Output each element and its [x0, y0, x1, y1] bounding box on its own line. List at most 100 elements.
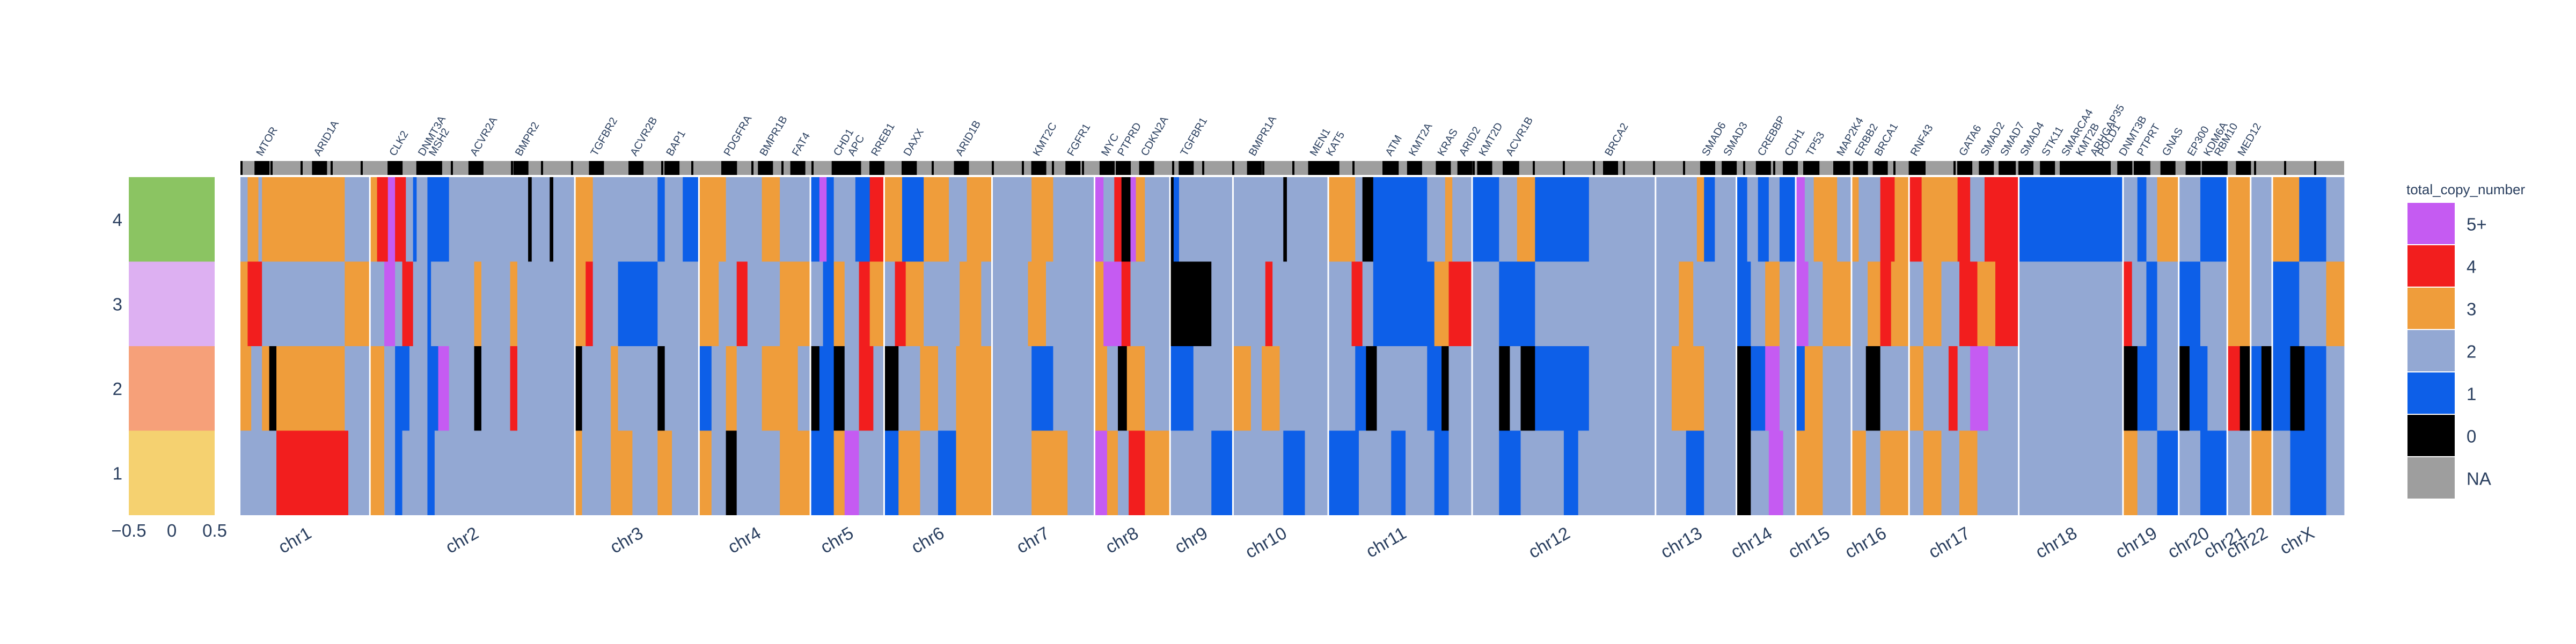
heatmap-cell — [1377, 346, 1428, 431]
heatmap-cell — [664, 177, 683, 262]
heatmap-cell — [1445, 177, 1453, 262]
heatmap-cell — [1779, 346, 1796, 431]
heatmap-cell — [1103, 177, 1115, 262]
heatmap-cell — [247, 261, 262, 346]
gene-bar-tick — [1623, 161, 1625, 175]
heatmap-cell — [2018, 346, 2124, 431]
gene-bar-tick — [1172, 161, 1174, 175]
heatmap-cell — [1193, 346, 1233, 431]
gene-bar-tick — [1322, 161, 1324, 175]
heatmap-cell — [1028, 261, 1046, 346]
heatmap-cell — [664, 346, 699, 431]
heatmap-cell — [924, 261, 960, 346]
heatmap-cell — [1891, 261, 1909, 346]
gene-bar-mark — [1247, 161, 1262, 175]
heatmap-cell — [1693, 261, 1737, 346]
heatmap-cell — [575, 177, 594, 262]
heatmap-cell — [618, 346, 658, 431]
gene-bar-tick — [721, 161, 723, 175]
heatmap-cell — [992, 430, 1032, 515]
heatmap-cell — [1865, 430, 1880, 515]
heatmap-cell — [810, 261, 823, 346]
heatmap-cell — [819, 346, 835, 431]
gene-bar-mark — [2040, 161, 2055, 175]
gene-bar-mark — [846, 161, 861, 175]
heatmap-cell — [1704, 177, 1715, 262]
heatmap-cell — [967, 177, 992, 262]
heatmap-cell — [481, 346, 510, 431]
side-panel-x-axis: −0.5 0 0.5 — [111, 521, 227, 540]
heatmap-cell — [719, 261, 737, 346]
heatmap-cell — [1053, 346, 1095, 431]
heatmap-cell — [1783, 430, 1796, 515]
heatmap-cell — [2123, 177, 2138, 262]
heatmap-cell — [1823, 261, 1852, 346]
heatmap-cell — [992, 261, 1028, 346]
heatmap-cell — [699, 430, 712, 515]
heatmap-cell — [1813, 177, 1838, 262]
heatmap-cell — [1262, 346, 1280, 431]
heatmap-cell — [833, 177, 856, 262]
heatmap-cell — [240, 261, 248, 346]
heatmap-cell — [1366, 346, 1377, 431]
gene-bar-tick — [511, 161, 513, 175]
gene-bar-tick — [691, 161, 693, 175]
heatmap-cell — [1941, 430, 1960, 515]
gene-bar-mark — [831, 161, 847, 175]
heatmap-cell — [449, 346, 474, 431]
heatmap-cell — [345, 346, 370, 431]
heatmap-cell — [1984, 177, 2003, 262]
gene-bar-tick — [631, 161, 633, 175]
heatmap-cell — [810, 177, 820, 262]
gene-bar-mark — [2096, 161, 2111, 175]
heatmap-cell — [736, 430, 780, 515]
gene-bar-mark — [427, 161, 442, 175]
gene-bar-mark — [254, 161, 270, 175]
gene-bar-mark — [1308, 161, 1323, 175]
heatmap-cell — [1211, 430, 1233, 515]
row-group-panel — [129, 177, 215, 515]
heatmap-cell — [1250, 346, 1262, 431]
heatmap-cell — [920, 346, 939, 431]
heatmap-cell — [402, 430, 428, 515]
heatmap-cell — [2178, 430, 2201, 515]
heatmap-cell — [960, 261, 982, 346]
heatmap-cell — [416, 177, 428, 262]
heatmap-cell — [1758, 177, 1769, 262]
heatmap-cell — [1286, 177, 1329, 262]
heatmap-cell — [884, 346, 899, 431]
gene-bar-tick — [1743, 161, 1745, 175]
heatmap-cell — [1233, 177, 1284, 262]
heatmap-cell — [427, 430, 435, 515]
heatmap-cell — [1136, 177, 1145, 262]
heatmap-cell — [683, 177, 699, 262]
heatmap-cell — [992, 177, 1032, 262]
heatmap-cell — [387, 177, 396, 262]
gene-bar-tick — [1352, 161, 1355, 175]
heatmap-cell — [1373, 177, 1428, 262]
heatmap-cell — [1736, 177, 1748, 262]
heatmap-cell — [1970, 177, 1985, 262]
legend-title: total_copy_number — [2406, 181, 2525, 197]
gene-bar-mark — [2160, 161, 2176, 175]
heatmap-cell — [1233, 346, 1252, 431]
heatmap-cell — [2146, 177, 2157, 262]
heatmap-cell — [2290, 430, 2326, 515]
gene-bar-tick — [781, 161, 784, 175]
heatmap-cell — [1941, 261, 1960, 346]
gene-bar-mark — [1722, 161, 1737, 175]
legend-label: NA — [2467, 469, 2491, 489]
heatmap-cell — [1655, 346, 1672, 431]
heatmap-cell — [1126, 346, 1145, 431]
side-panel-cell-1 — [129, 430, 215, 515]
heatmap-cell — [1355, 346, 1366, 431]
heatmap-cell — [1865, 346, 1880, 431]
heatmap-cell — [1129, 430, 1145, 515]
gene-bar-tick — [601, 161, 603, 175]
gene-bar-tick — [751, 161, 753, 175]
heatmap-cell — [762, 177, 780, 262]
heatmap-cell — [1765, 261, 1780, 346]
gene-bar-mark — [1457, 161, 1473, 175]
heatmap-cell — [2290, 346, 2305, 431]
heatmap-cell — [859, 261, 870, 346]
